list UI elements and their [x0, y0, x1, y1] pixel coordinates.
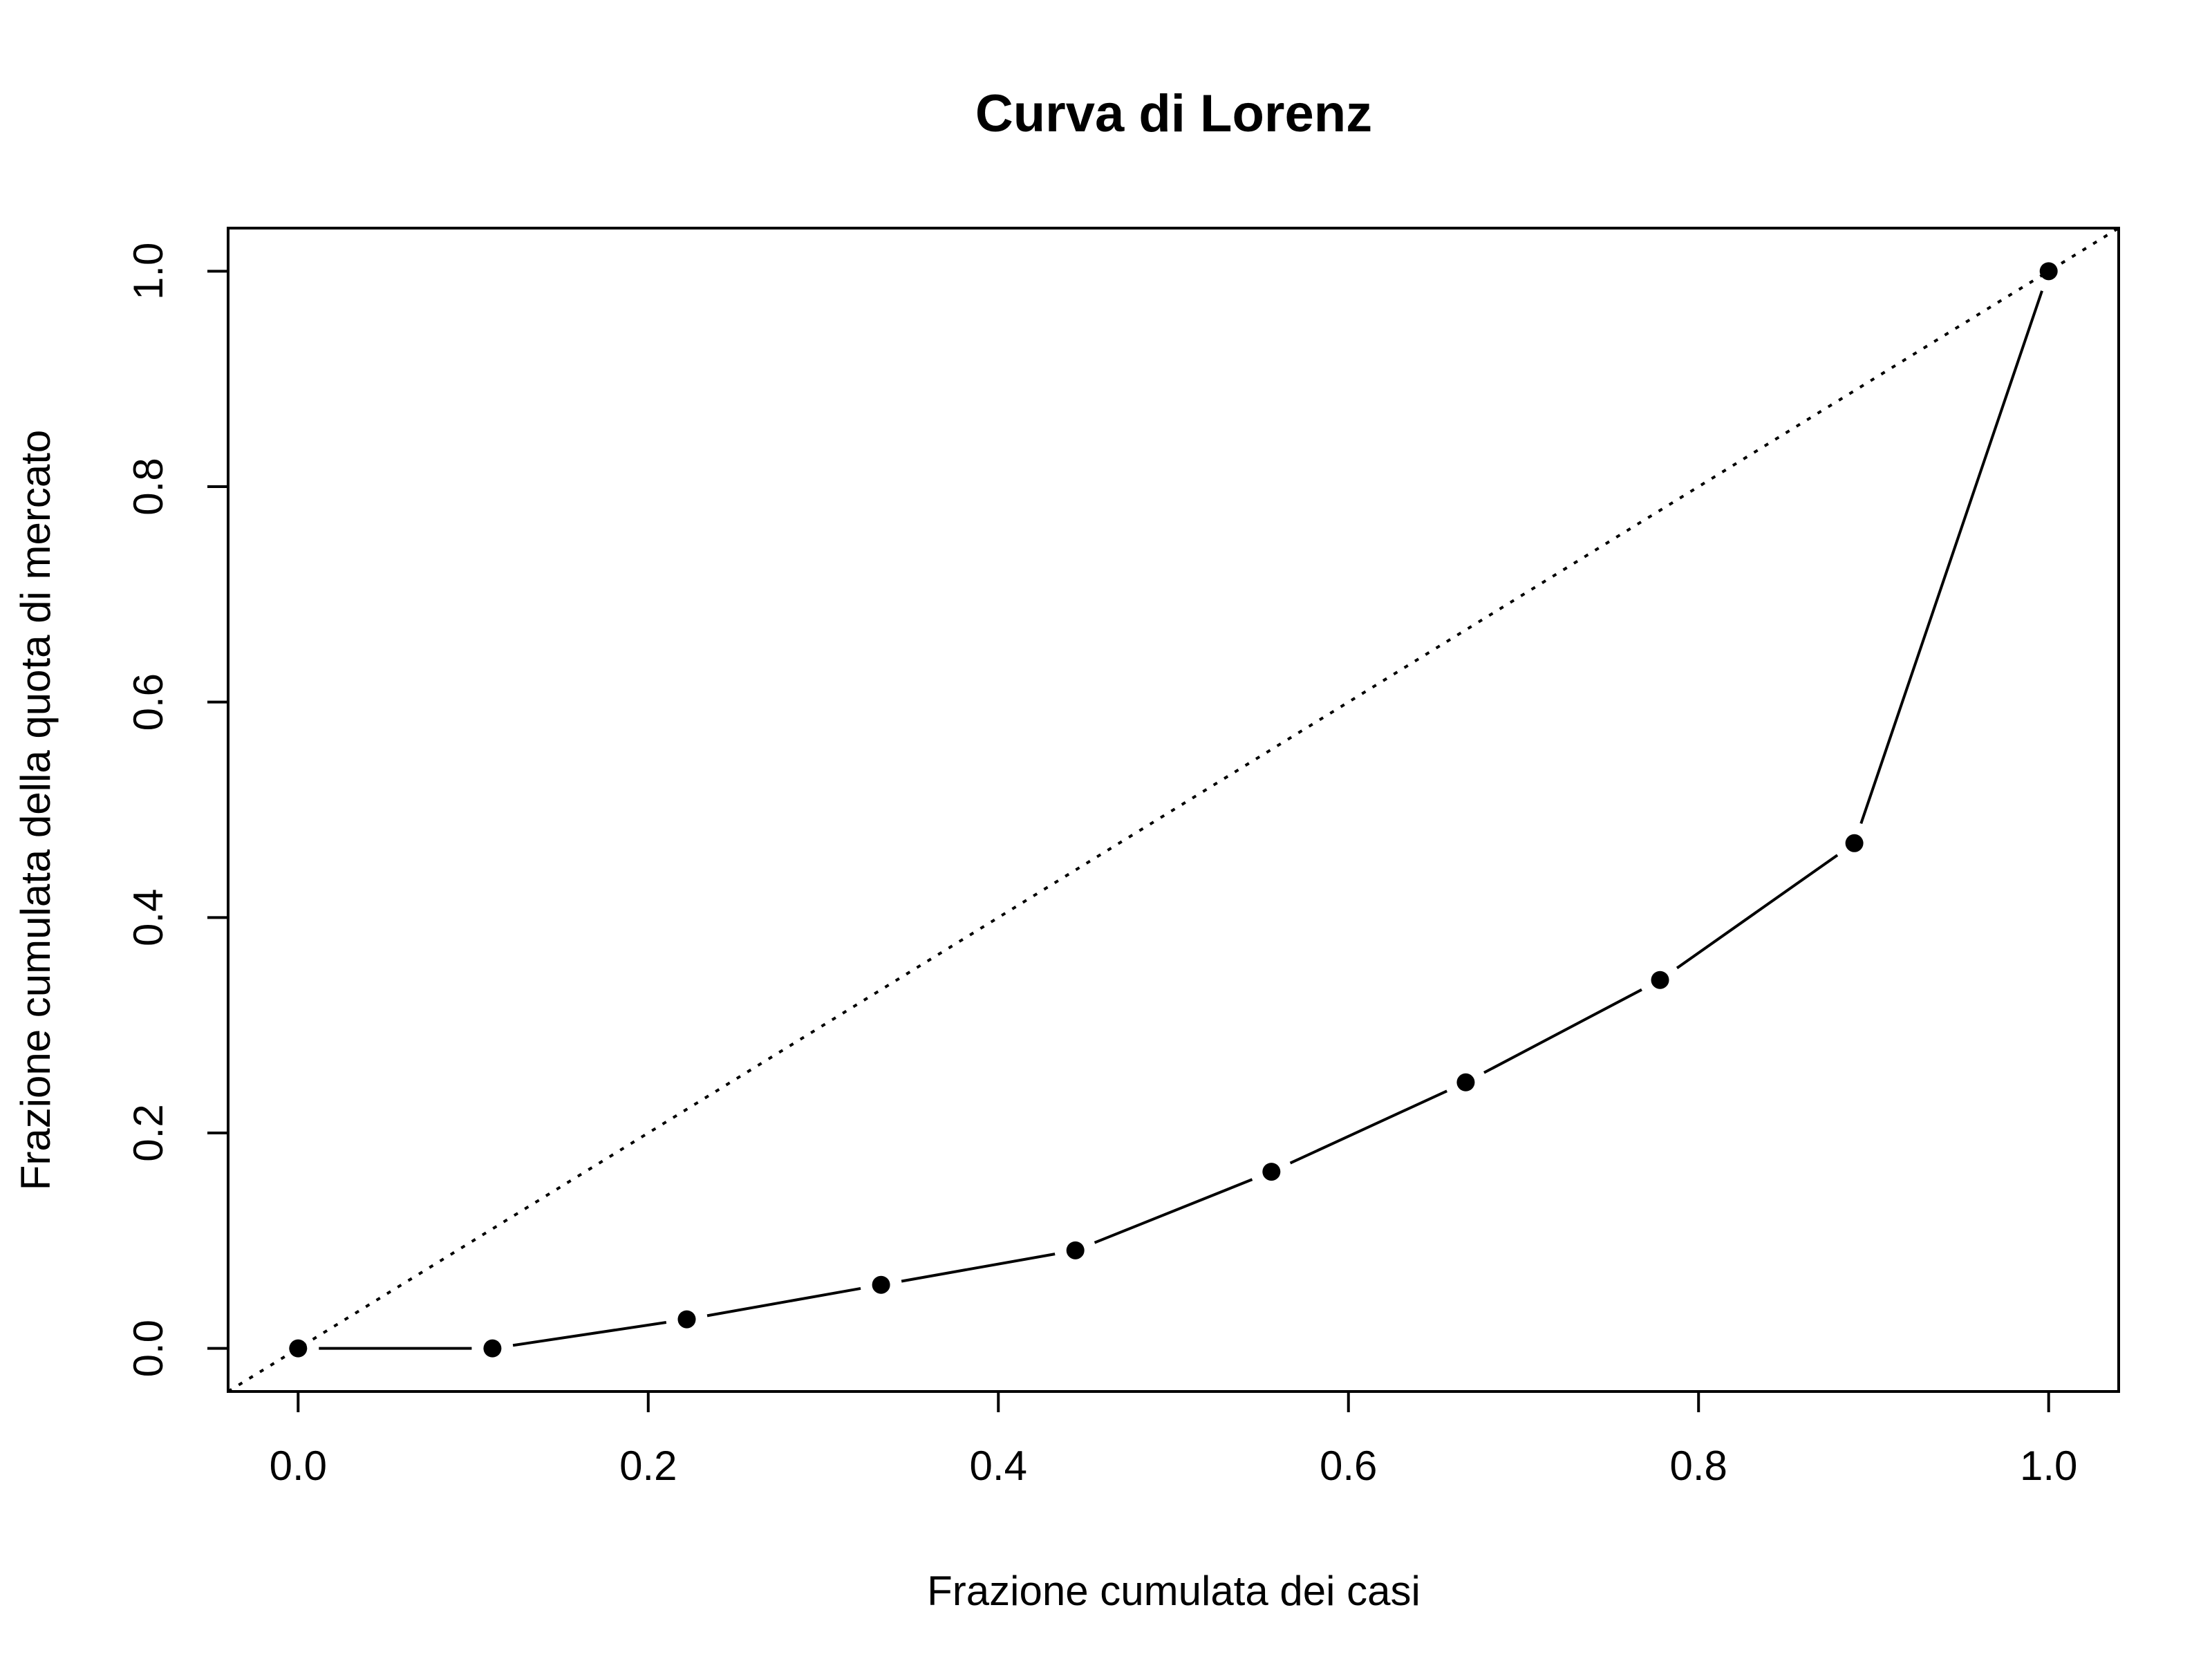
lorenz-segment: [1859, 290, 2043, 825]
lorenz-point: [1845, 834, 1864, 852]
lorenz-segment: [512, 1321, 667, 1347]
x-tick-label: 1.0: [2020, 1443, 2077, 1489]
x-axis: 0.0 0.2 0.4 0.6 0.8 1.0: [270, 1391, 2077, 1489]
lorenz-segment: [901, 1253, 1056, 1283]
lorenz-point: [677, 1310, 696, 1329]
lorenz-point: [1651, 971, 1669, 989]
lorenz-segment: [1483, 988, 1642, 1074]
y-tick-label: 0.0: [125, 1320, 171, 1377]
y-axis-label: Frazione cumulata della quota di mercato: [12, 430, 59, 1191]
equality-line: [227, 227, 2120, 1393]
lorenz-point: [2039, 262, 2058, 281]
lorenz-segment: [1289, 1089, 1447, 1165]
lorenz-point: [289, 1339, 308, 1358]
chart-title: Curva di Lorenz: [975, 84, 1372, 143]
y-tick-label: 1.0: [125, 243, 171, 300]
x-tick-label: 0.6: [1320, 1443, 1377, 1489]
y-axis: 0.0 0.2 0.4 0.6 0.8 1.0: [125, 243, 228, 1377]
lorenz-point: [872, 1275, 890, 1294]
x-tick-label: 0.0: [270, 1443, 327, 1489]
x-axis-label: Frazione cumulata dei casi: [927, 1568, 1421, 1614]
lorenz-point: [1066, 1241, 1085, 1259]
lorenz-point: [483, 1339, 502, 1358]
x-tick-label: 0.2: [619, 1443, 677, 1489]
lorenz-point: [1456, 1073, 1475, 1091]
lorenz-segment: [706, 1286, 861, 1318]
y-tick-label: 0.8: [125, 458, 171, 515]
lorenz-segment: [1094, 1178, 1253, 1244]
x-tick-label: 0.8: [1670, 1443, 1727, 1489]
lorenz-segment: [1676, 854, 1839, 970]
y-tick-label: 0.2: [125, 1104, 171, 1161]
plot-frame: [227, 227, 2120, 1393]
y-tick-label: 0.4: [125, 889, 171, 946]
x-tick-label: 0.4: [970, 1443, 1027, 1489]
lorenz-point: [1262, 1163, 1281, 1181]
y-tick-label: 0.6: [125, 673, 171, 731]
